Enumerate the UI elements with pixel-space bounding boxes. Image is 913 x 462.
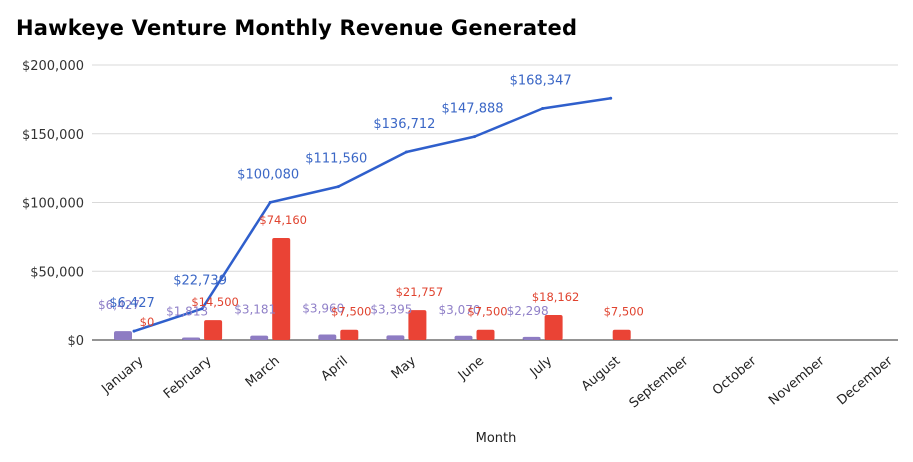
x-tick-label: October — [710, 353, 760, 398]
data-labels: $6,427 $1,813 $3,181 $3,960 $3,395 $3,070 $2,2… — [98, 74, 644, 329]
line-point — [200, 307, 204, 311]
line-series — [132, 96, 613, 333]
x-tick-label: March — [243, 354, 283, 391]
red-bar-label: $7,500 — [331, 305, 371, 319]
x-tick-label: November — [766, 353, 828, 408]
red-bar — [340, 329, 359, 340]
x-tick-label: September — [627, 353, 692, 411]
red-bar — [272, 238, 291, 340]
purple-bar-label: $3,070 — [439, 303, 481, 317]
line-point — [404, 150, 408, 154]
y-tick-label: $200,000 — [22, 59, 84, 74]
line-point — [336, 185, 340, 189]
line-point-label: $6,427 — [109, 296, 155, 311]
y-tick-label: $0 — [67, 334, 84, 349]
line-point-label: $147,888 — [441, 102, 503, 117]
x-tick-label: February — [161, 353, 215, 402]
purple-bar-label: $3,395 — [370, 302, 412, 316]
red-bar — [408, 310, 427, 340]
line-point — [268, 200, 272, 204]
purple-bar-label: $3,181 — [234, 303, 276, 317]
x-tick-label: June — [455, 354, 487, 384]
line-point — [609, 96, 613, 100]
red-bar-label: $14,500 — [191, 295, 239, 309]
x-tick-label: May — [389, 353, 419, 382]
x-tick-label: April — [318, 354, 350, 385]
line-point-label: $136,712 — [373, 117, 435, 132]
purple-bar — [182, 337, 201, 340]
x-tick-label: January — [98, 353, 146, 397]
red-bar — [544, 315, 563, 340]
red-bar-label: $7,500 — [467, 305, 507, 319]
red-bar-label: $7,500 — [604, 305, 644, 319]
y-axis: $0 $50,000 $100,000 $150,000 $200,000 — [22, 59, 84, 349]
x-tick-label: July — [527, 353, 556, 380]
red-bar-label: $0 — [140, 315, 155, 329]
purple-bar — [250, 335, 269, 340]
x-axis: January February March April May June July Augu… — [98, 353, 896, 411]
line-point — [473, 135, 476, 139]
x-tick-label: August — [579, 354, 623, 395]
x-axis-label: Month — [476, 431, 517, 446]
purple-bar — [318, 334, 337, 340]
purple-bar-label: $3,960 — [302, 302, 344, 316]
y-tick-label: $150,000 — [22, 128, 84, 143]
line-point — [541, 107, 545, 111]
bar-series — [114, 238, 631, 340]
red-bar — [476, 329, 495, 340]
line-point-label: $111,560 — [305, 152, 367, 167]
red-bar-label: $21,757 — [396, 285, 444, 299]
red-bar-label: $74,160 — [259, 213, 307, 227]
purple-bar-label: $1,813 — [166, 305, 208, 319]
line-point-label: $100,080 — [237, 167, 299, 182]
line-point — [132, 329, 136, 333]
purple-bar — [454, 335, 473, 340]
purple-bar — [114, 331, 132, 340]
red-bar — [612, 329, 631, 340]
x-tick-label: December — [834, 353, 896, 408]
y-tick-label: $100,000 — [22, 197, 84, 212]
line-point-label: $22,739 — [173, 274, 227, 289]
red-bar-label: $18,162 — [532, 290, 580, 304]
purple-bar — [386, 335, 405, 340]
cumulative-line — [133, 96, 611, 333]
y-tick-label: $50,000 — [30, 265, 84, 280]
purple-bar-label: $2,298 — [507, 304, 549, 318]
line-point-label: $168,347 — [510, 74, 572, 89]
red-bar — [204, 320, 223, 340]
chart-title: Hawkeye Venture Monthly Revenue Generate… — [16, 16, 578, 40]
purple-bar-label: $6,427 — [98, 298, 140, 312]
purple-bar — [522, 336, 541, 340]
